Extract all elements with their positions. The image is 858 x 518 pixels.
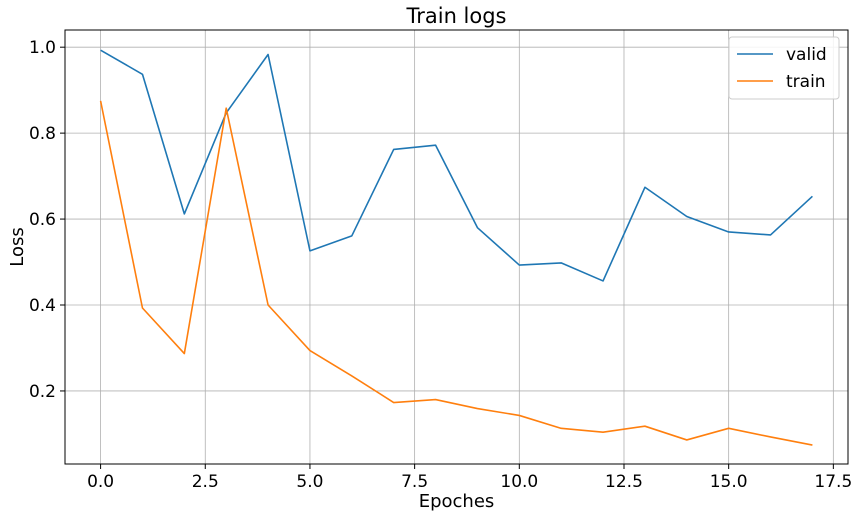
series-line-train [99,100,813,446]
y-tick-label: 1.0 [29,38,56,58]
legend-label-train: train [786,72,826,92]
grid-lines [65,30,848,464]
legend: valid train [728,36,840,100]
legend-label-valid: valid [786,45,827,65]
x-tick-label: 17.5 [814,472,852,492]
x-tick-label: 7.5 [401,472,428,492]
y-tick-label: 0.4 [29,296,56,316]
x-tick-label: 15.0 [710,472,748,492]
y-axis-label: Loss [7,227,28,266]
x-tick-label: 10.0 [500,472,538,492]
y-tick-label: 0.2 [29,382,56,402]
y-tick-label: 0.8 [29,124,56,144]
x-tick-label: 2.5 [192,472,219,492]
x-tick-label: 5.0 [296,472,323,492]
series-line-valid [100,49,813,282]
plot-frame [64,29,849,465]
x-axis-label: Epoches [419,491,495,512]
x-tick-label: 12.5 [605,472,643,492]
x-tick-label: 0.0 [87,472,114,492]
x-tick-labels: 0.0 2.5 5.0 7.5 10.0 12.5 15.0 17.5 [87,472,852,492]
legend-box [728,36,840,100]
series-lines [99,49,813,446]
y-tick-label: 0.6 [29,210,56,230]
y-tick-labels: 0.2 0.4 0.6 0.8 1.0 [29,38,56,402]
chart-title: Train logs [405,4,506,28]
tick-marks [60,46,834,469]
